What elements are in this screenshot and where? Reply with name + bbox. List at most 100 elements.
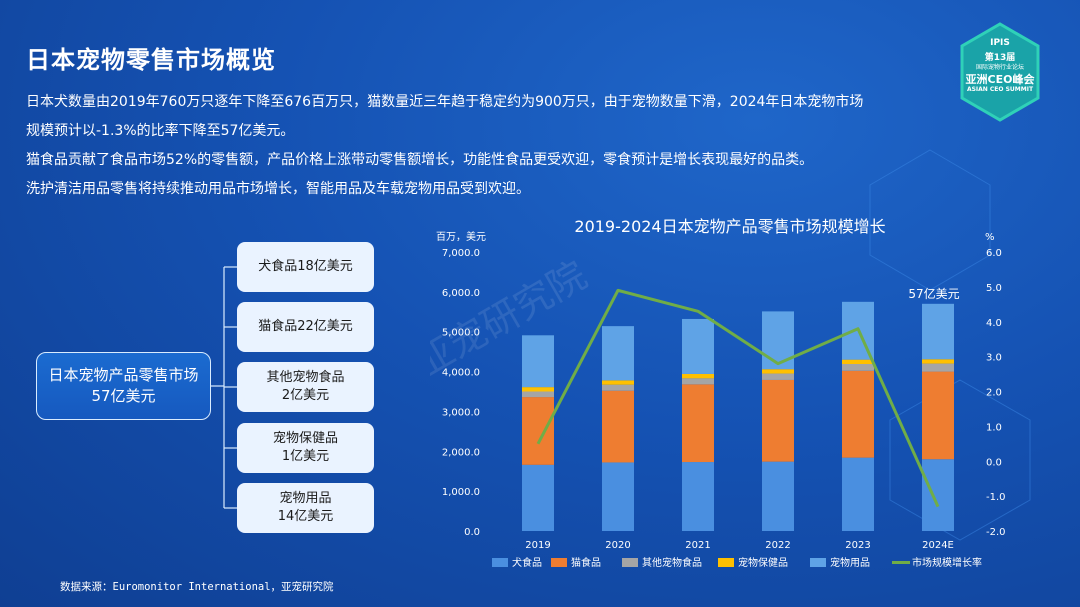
- legend-label: 市场规模增长率: [912, 556, 982, 569]
- tree-node-line1: 宠物保健品: [272, 431, 338, 446]
- chart-title: 2019-2024日本宠物产品零售市场规模增长: [574, 217, 886, 236]
- tree-node-line1: 其他宠物食品: [266, 370, 345, 385]
- tree-node-line2: 14亿美元: [277, 509, 334, 524]
- bar-segment: [522, 391, 554, 398]
- bar-segment: [842, 457, 874, 531]
- bar-segment: [602, 326, 634, 381]
- tree-root-box: 日本宠物产品零售市场 57亿美元: [36, 352, 211, 420]
- y-left-tick-label: 5,000.0: [442, 328, 480, 339]
- y-right-unit: %: [985, 232, 995, 243]
- tree-node-cat-food: 猫食品22亿美元: [237, 302, 374, 352]
- tree-node-line2: 2亿美元: [281, 388, 330, 403]
- bar-segment: [922, 359, 954, 364]
- legend-swatch: [492, 558, 508, 567]
- legend-label: 其他宠物食品: [642, 556, 702, 569]
- y-right-tick-label: 3.0: [986, 353, 1002, 364]
- bar-segment: [842, 359, 874, 364]
- hexagon-logo-shape: [960, 22, 1040, 122]
- y-left-unit: 百万，美元: [436, 230, 486, 243]
- y-right-tick-label: 0.0: [986, 457, 1002, 468]
- y-left-tick-label: 2,000.0: [442, 447, 480, 458]
- y-right-tick-label: 4.0: [986, 318, 1002, 329]
- y-left-tick-label: 7,000.0: [442, 248, 480, 259]
- legend-label: 宠物保健品: [738, 556, 788, 569]
- y-left-tick-label: 3,000.0: [442, 407, 480, 418]
- bar-segment: [762, 373, 794, 380]
- bar-segment: [922, 371, 954, 460]
- bar-segment: [682, 373, 714, 379]
- legend-swatch: [810, 558, 826, 567]
- bar-segment: [522, 387, 554, 392]
- x-tick-label: 2024E: [922, 540, 954, 551]
- tree-node-line1: 宠物用品: [279, 491, 332, 506]
- summit-logo: IPIS 第13届 国际宠物行业论坛 亚洲CEO峰会 ASIAN CEO SUM…: [958, 20, 1042, 124]
- data-source: 数据来源：Euromonitor International，亚宠研究院: [60, 581, 334, 593]
- logo-forum: 国际宠物行业论坛: [975, 64, 1024, 71]
- intro-line: 日本犬数量由2019年760万只逐年下降至676百万只，猫数量近三年趋于稳定约为…: [26, 94, 864, 110]
- y-right-tick-label: 5.0: [986, 283, 1002, 294]
- logo-ipis: IPIS: [990, 38, 1010, 48]
- bar-segment: [842, 363, 874, 371]
- page-title: 日本宠物零售市场概览: [26, 46, 276, 74]
- y-left-tick-label: 4,000.0: [442, 368, 480, 379]
- bar-segment: [762, 461, 794, 531]
- x-tick-label: 2022: [765, 540, 790, 551]
- bar-segment: [602, 462, 634, 531]
- bar-segment: [922, 363, 954, 372]
- intro-line: 规模预计以-1.3%的比率下降至57亿美元。: [26, 123, 295, 139]
- bar-segment: [762, 311, 794, 370]
- tree-root-value: 57亿美元: [91, 387, 156, 405]
- stacked-bar-line-chart: 亚宠研究院 百万，美元 % 57亿美元 0.0 1,000.0 2,000.0 3,0…: [430, 230, 1006, 569]
- bar-segment: [682, 378, 714, 385]
- y-right-tick-label: -1.0: [986, 492, 1006, 503]
- bar-segment: [522, 335, 554, 388]
- x-tick-label: 2023: [845, 540, 870, 551]
- chart-annotation: 57亿美元: [908, 286, 959, 301]
- bar-segment: [602, 390, 634, 463]
- bar-segment: [922, 303, 954, 360]
- x-tick-label: 2020: [605, 540, 630, 551]
- bar-segment: [522, 397, 554, 465]
- tree-node-line2: 1亿美元: [281, 449, 330, 464]
- bar-segment: [762, 369, 794, 374]
- tree-node-line1: 猫食品22亿美元: [258, 319, 353, 334]
- bar-segment: [842, 370, 874, 458]
- y-left-tick-label: 1,000.0: [442, 487, 480, 498]
- logo-edition: 第13届: [984, 53, 1016, 63]
- intro-line: 洗护清洁用品零售将持续推动用品市场增长，智能用品及车载宠物用品受到欢迎。: [26, 181, 530, 197]
- tree-node-dog-food: 犬食品18亿美元: [237, 242, 374, 292]
- legend-swatch: [551, 558, 567, 567]
- bar-segment: [682, 384, 714, 463]
- intro-text: 日本犬数量由2019年760万只逐年下降至676百万只，猫数量近三年趋于稳定约为…: [26, 88, 946, 204]
- logo-summit-en: ASIAN CEO SUMMIT: [966, 86, 1034, 93]
- tree-node-health: 宠物保健品 1亿美元: [237, 423, 374, 473]
- tree-node-other-food: 其他宠物食品 2亿美元: [237, 362, 374, 412]
- bar-segment: [922, 459, 954, 531]
- bar-segment: [762, 379, 794, 462]
- tree-node-supplies: 宠物用品 14亿美元: [237, 483, 374, 533]
- legend-label: 猫食品: [571, 556, 601, 569]
- tree-root-label: 日本宠物产品零售市场: [48, 366, 199, 384]
- growth-rate-line: [536, 288, 940, 508]
- y-left-tick-label: 0.0: [464, 527, 480, 538]
- legend-swatch: [622, 558, 638, 567]
- watermark: 亚宠研究院: [430, 253, 594, 386]
- y-right-tick-label: 1.0: [986, 422, 1002, 433]
- bar-segment: [602, 380, 634, 385]
- y-right-tick-label: -2.0: [986, 527, 1006, 538]
- tree-node-line1: 犬食品18亿美元: [258, 259, 353, 274]
- legend-label: 犬食品: [512, 556, 542, 569]
- bar-segment: [602, 384, 634, 391]
- bar-segment: [522, 464, 554, 531]
- y-left-tick-label: 6,000.0: [442, 288, 480, 299]
- y-right-tick-label: 6.0: [986, 248, 1002, 259]
- x-tick-label: 2019: [525, 540, 550, 551]
- x-tick-label: 2021: [685, 540, 710, 551]
- bar-segment: [682, 462, 714, 531]
- y-right-tick-label: 2.0: [986, 388, 1002, 399]
- legend-label: 宠物用品: [830, 556, 870, 569]
- intro-line: 猫食品贡献了食品市场52%的零售额，产品价格上涨带动零售额增长，功能性食品更受欢…: [26, 152, 814, 168]
- legend-swatch: [718, 558, 734, 567]
- bar-segment: [682, 318, 714, 374]
- logo-summit-cn: 亚洲CEO峰会: [965, 73, 1035, 86]
